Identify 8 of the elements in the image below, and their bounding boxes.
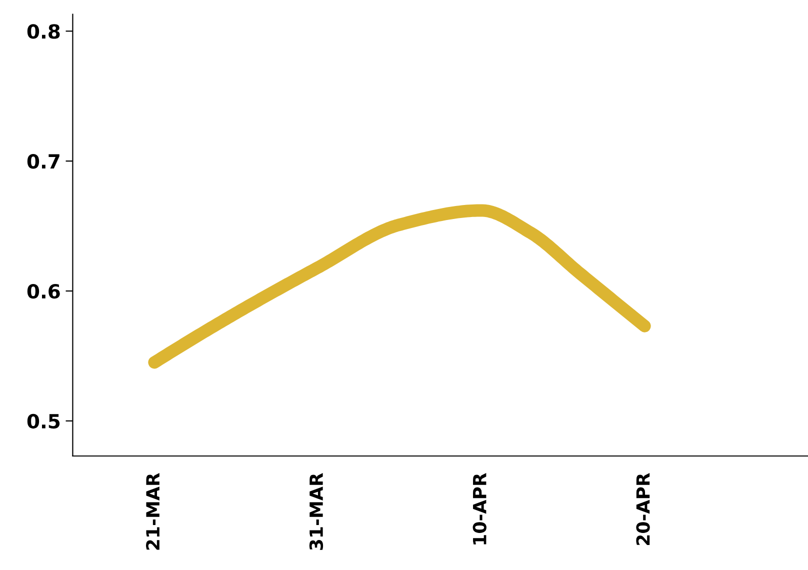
x-tick-label: 31-MAR	[309, 473, 324, 550]
y-tick-label: 0.6	[27, 284, 60, 299]
x-tick-label: 10-APR	[472, 473, 486, 544]
y-tick-label: 0.7	[27, 154, 60, 169]
x-tick-label: 20-APR	[636, 473, 650, 545]
x-tick-label: 21-MAR	[146, 473, 160, 550]
y-tick-label: 0.8	[27, 24, 60, 39]
y-tick-label: 0.5	[27, 414, 60, 429]
